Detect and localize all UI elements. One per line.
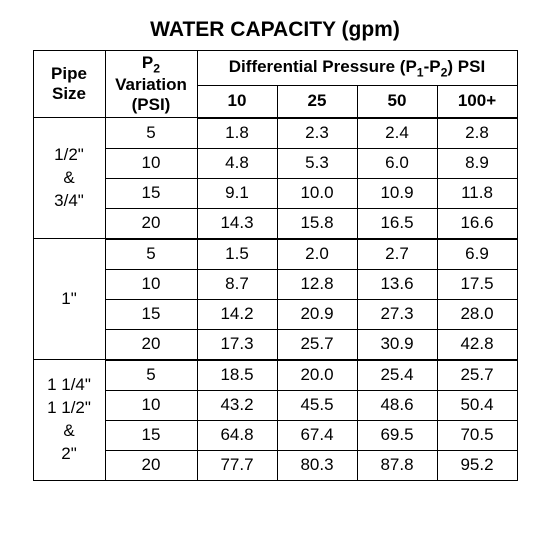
value-cell: 11.8 (437, 178, 517, 208)
value-cell: 9.1 (197, 178, 277, 208)
header-dp-10: 10 (197, 85, 277, 118)
value-cell: 14.3 (197, 208, 277, 239)
value-cell: 50.4 (437, 390, 517, 420)
value-cell: 10.0 (277, 178, 357, 208)
value-cell: 1.5 (197, 239, 277, 270)
page-title: WATER CAPACITY (gpm) (18, 18, 532, 42)
table-row: 2077.780.387.895.2 (33, 450, 517, 480)
p2-cell: 15 (105, 420, 197, 450)
table-row: 108.712.813.617.5 (33, 269, 517, 299)
p2-cell: 20 (105, 450, 197, 480)
value-cell: 18.5 (197, 360, 277, 391)
value-cell: 15.8 (277, 208, 357, 239)
p2-cell: 15 (105, 299, 197, 329)
value-cell: 6.9 (437, 239, 517, 270)
value-cell: 5.3 (277, 148, 357, 178)
table-row: 1"51.52.02.76.9 (33, 239, 517, 270)
value-cell: 28.0 (437, 299, 517, 329)
value-cell: 25.7 (437, 360, 517, 391)
header-pipe-size: PipeSize (33, 51, 105, 118)
value-cell: 45.5 (277, 390, 357, 420)
pipe-size-cell: 1" (33, 239, 105, 360)
table-row: 1564.867.469.570.5 (33, 420, 517, 450)
header-p2-variation: P2Variation(PSI) (105, 51, 197, 118)
value-cell: 30.9 (357, 329, 437, 360)
table-row: 104.85.36.08.9 (33, 148, 517, 178)
value-cell: 69.5 (357, 420, 437, 450)
p2-cell: 10 (105, 390, 197, 420)
header-dp-100p: 100+ (437, 85, 517, 118)
p2-cell: 20 (105, 329, 197, 360)
value-cell: 48.6 (357, 390, 437, 420)
header-diff-pressure: Differential Pressure (P1-P2) PSI (197, 51, 517, 86)
value-cell: 67.4 (277, 420, 357, 450)
value-cell: 8.9 (437, 148, 517, 178)
value-cell: 10.9 (357, 178, 437, 208)
p2-cell: 15 (105, 178, 197, 208)
header-dp-25: 25 (277, 85, 357, 118)
p2-cell: 10 (105, 148, 197, 178)
value-cell: 20.0 (277, 360, 357, 391)
table-row: 159.110.010.911.8 (33, 178, 517, 208)
value-cell: 27.3 (357, 299, 437, 329)
value-cell: 25.7 (277, 329, 357, 360)
value-cell: 2.8 (437, 118, 517, 149)
value-cell: 70.5 (437, 420, 517, 450)
value-cell: 4.8 (197, 148, 277, 178)
header-dp-50: 50 (357, 85, 437, 118)
table-row: 1514.220.927.328.0 (33, 299, 517, 329)
value-cell: 12.8 (277, 269, 357, 299)
value-cell: 77.7 (197, 450, 277, 480)
table-row: 1/2"&3/4"51.82.32.42.8 (33, 118, 517, 149)
pipe-size-cell: 1/2"&3/4" (33, 118, 105, 239)
table-row: 2017.325.730.942.8 (33, 329, 517, 360)
table-row: 1043.245.548.650.4 (33, 390, 517, 420)
value-cell: 20.9 (277, 299, 357, 329)
p2-cell: 10 (105, 269, 197, 299)
value-cell: 87.8 (357, 450, 437, 480)
value-cell: 14.2 (197, 299, 277, 329)
value-cell: 2.3 (277, 118, 357, 149)
value-cell: 80.3 (277, 450, 357, 480)
table-row: 2014.315.816.516.6 (33, 208, 517, 239)
value-cell: 17.5 (437, 269, 517, 299)
table-row: 1 1/4"1 1/2"&2"518.520.025.425.7 (33, 360, 517, 391)
p2-cell: 5 (105, 360, 197, 391)
value-cell: 8.7 (197, 269, 277, 299)
p2-cell: 20 (105, 208, 197, 239)
value-cell: 42.8 (437, 329, 517, 360)
value-cell: 2.0 (277, 239, 357, 270)
value-cell: 1.8 (197, 118, 277, 149)
value-cell: 95.2 (437, 450, 517, 480)
value-cell: 17.3 (197, 329, 277, 360)
pipe-size-cell: 1 1/4"1 1/2"&2" (33, 360, 105, 481)
water-capacity-table: PipeSize P2Variation(PSI) Differential P… (33, 50, 518, 481)
p2-cell: 5 (105, 239, 197, 270)
value-cell: 2.7 (357, 239, 437, 270)
p2-cell: 5 (105, 118, 197, 149)
value-cell: 43.2 (197, 390, 277, 420)
value-cell: 2.4 (357, 118, 437, 149)
value-cell: 16.6 (437, 208, 517, 239)
value-cell: 16.5 (357, 208, 437, 239)
value-cell: 64.8 (197, 420, 277, 450)
value-cell: 25.4 (357, 360, 437, 391)
value-cell: 6.0 (357, 148, 437, 178)
value-cell: 13.6 (357, 269, 437, 299)
